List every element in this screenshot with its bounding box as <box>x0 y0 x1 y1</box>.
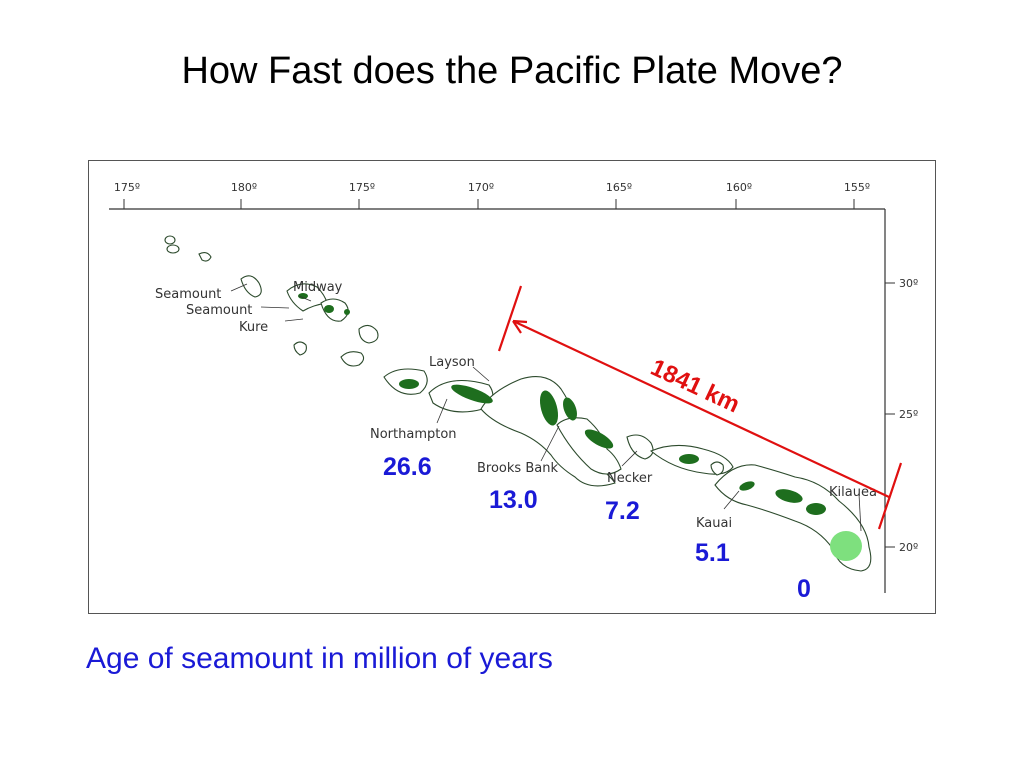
label-layson: Layson <box>429 355 475 370</box>
island <box>679 454 699 464</box>
seamount-outline <box>358 324 379 344</box>
age-kilauea: 0 <box>797 575 811 603</box>
label-kauai: Kauai <box>696 516 732 531</box>
latitude-ticks: 30º 25º 20º <box>885 277 918 554</box>
seamount-outline <box>293 341 307 356</box>
island <box>739 481 755 491</box>
seamount-outline <box>626 434 654 460</box>
caption: Age of seamount in million of years <box>86 642 553 675</box>
island <box>539 390 559 426</box>
island <box>344 309 350 315</box>
label-masks <box>381 309 779 389</box>
lon-tick-label: 170º <box>468 181 494 194</box>
lat-tick-label: 25º <box>899 408 918 421</box>
label-brooks-bank: Brooks Bank <box>477 461 558 476</box>
lon-tick-label: 160º <box>726 181 752 194</box>
seamount-outline <box>198 251 212 262</box>
label-northampton: Northampton <box>370 427 457 442</box>
map-frame: 175º 180º 175º 170º 165º 160º 155º 30º 2… <box>88 160 936 614</box>
seamount-outline <box>164 235 176 245</box>
label-kure: Kure <box>239 320 268 335</box>
age-brooks-bank: 13.0 <box>489 486 538 514</box>
lon-tick-label: 155º <box>844 181 870 194</box>
seamount-outline <box>166 244 180 254</box>
island <box>806 503 826 515</box>
lat-tick-label: 30º <box>899 277 918 290</box>
age-labels: 26.6 13.0 7.2 5.1 0 <box>383 453 811 603</box>
label-leader-lines <box>230 283 862 532</box>
slide-title: How Fast does the Pacific Plate Move? <box>181 50 843 92</box>
longitude-ticks: 175º 180º 175º 170º 165º 160º 155º <box>114 181 870 209</box>
lon-tick-label: 165º <box>606 181 632 194</box>
label-seamount: Seamount <box>186 303 252 318</box>
island <box>298 293 308 299</box>
arrow-end-bar-left <box>497 285 523 352</box>
age-northampton: 26.6 <box>383 453 432 481</box>
seamount-outline <box>340 351 365 367</box>
island <box>399 379 419 389</box>
age-necker: 7.2 <box>605 497 640 525</box>
age-kauai: 5.1 <box>695 539 730 567</box>
arrow-head <box>512 319 528 334</box>
big-island-young <box>830 531 862 561</box>
arrow-shaft <box>512 320 890 498</box>
lat-tick-label: 20º <box>899 541 918 554</box>
label-seamount: Seamount <box>155 287 221 302</box>
hawaiian-emperor-map: 175º 180º 175º 170º 165º 160º 155º 30º 2… <box>109 181 918 603</box>
seamount-outline <box>240 275 262 298</box>
island <box>451 384 493 404</box>
island <box>324 305 334 313</box>
feature-labels: Seamount Seamount Kure Midway Layson Nor… <box>155 280 877 531</box>
label-necker: Necker <box>607 471 653 486</box>
label-kilauea: Kilauea <box>829 485 877 500</box>
island <box>584 429 614 449</box>
seamount-outline <box>710 461 724 476</box>
lon-tick-label: 180º <box>231 181 257 194</box>
arrow-end-bar-right <box>877 462 903 530</box>
seamount-outline <box>556 417 622 475</box>
lon-tick-label: 175º <box>349 181 375 194</box>
lon-tick-label: 175º <box>114 181 140 194</box>
seamount-chain-outlines <box>164 235 872 572</box>
island <box>563 397 577 421</box>
emergent-islands <box>298 293 826 515</box>
island <box>775 489 803 503</box>
label-midway: Midway <box>293 280 343 295</box>
